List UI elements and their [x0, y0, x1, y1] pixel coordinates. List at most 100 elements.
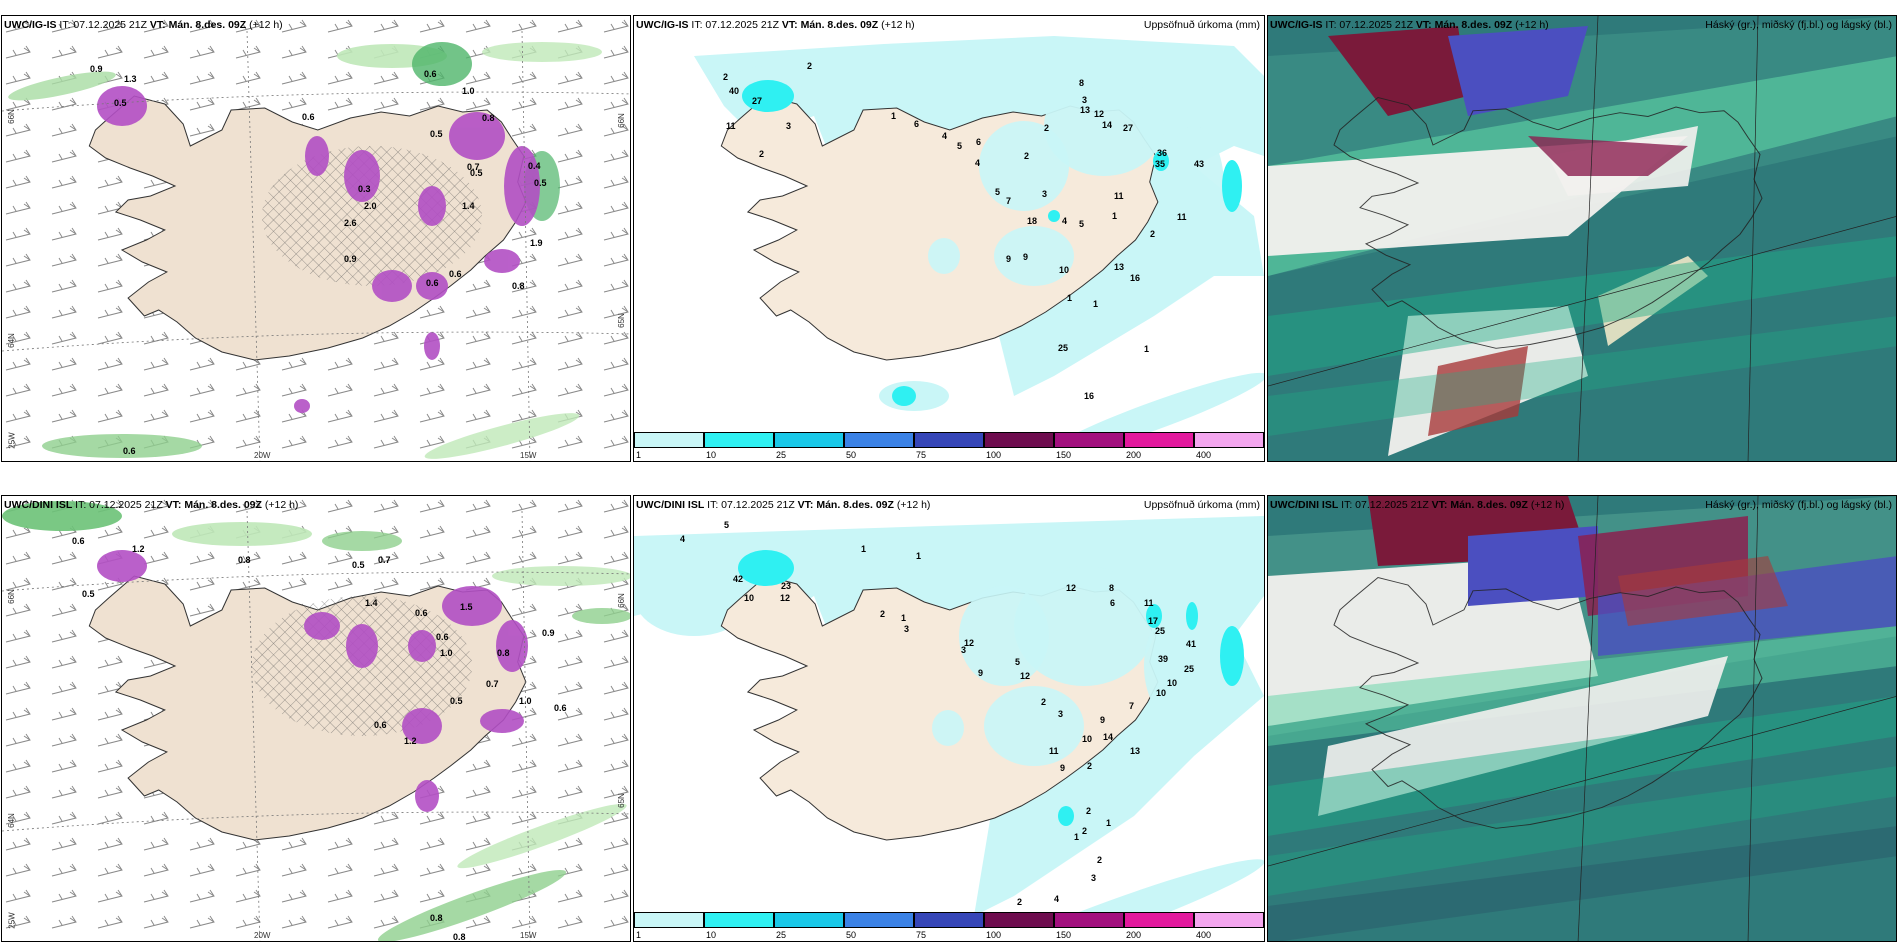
map-value-label: 3 — [961, 645, 967, 655]
colorbar-swatch — [1054, 912, 1124, 928]
colorbar-tick-label: 10 — [706, 930, 717, 940]
map-value-label: 4 — [1054, 894, 1060, 904]
map-value-label: 7 — [1129, 701, 1135, 711]
map-value-label: 8 — [1109, 583, 1115, 593]
map-value-label: 2.0 — [364, 201, 377, 211]
panel-title: UWC/IG-IS IT: 07.12.2025 21Z VT: Mán. 8.… — [636, 19, 915, 31]
colorbar-swatch — [1124, 432, 1194, 448]
colorbar-swatch — [1124, 912, 1194, 928]
map-value-label: 5 — [957, 141, 963, 151]
map-value-label: 1 — [891, 111, 897, 121]
map-value-label: 4 — [975, 158, 981, 168]
map-value-label: 23 — [781, 581, 792, 591]
map-value-label: 5 — [995, 187, 1001, 197]
map-value-label: 0.3 — [358, 184, 371, 194]
precip-colorbar: 1 10 25 50 75 100 150 200 400 — [634, 912, 1264, 940]
lon-label: 20W — [254, 931, 271, 940]
map-value-label: 3 — [904, 624, 910, 634]
map-value-label: 3 — [1082, 95, 1088, 105]
panel-wind-map-row2: UWC/DINI ISL IT: 07.12.2025 21Z VT: Mán.… — [1, 495, 631, 942]
map-value-label: 0.5 — [82, 589, 95, 599]
map-value-label: 1 — [1093, 299, 1099, 309]
colorbar-swatch — [704, 432, 774, 448]
precip-title: Uppsöfnuð úrkoma (mm) — [1143, 499, 1260, 511]
map-value-label: 25 — [1155, 626, 1166, 636]
map-value-label: 0.6 — [449, 269, 462, 279]
lat-label: 25W — [7, 912, 17, 929]
map-value-label: 0.5 — [450, 696, 463, 706]
colorbar-swatch — [634, 432, 704, 448]
map-value-label: 2 — [1017, 897, 1023, 907]
map-value-label: 0.7 — [486, 679, 499, 689]
colorbar-tick-label: 1 — [636, 450, 642, 460]
map-value-label: 1 — [1112, 211, 1118, 221]
map-value-label: 39 — [1158, 654, 1169, 664]
colorbar-swatch — [1194, 432, 1264, 448]
map-value-label: 0.8 — [482, 113, 495, 123]
panel-title: UWC/DINI ISL IT: 07.12.2025 21Z VT: Mán.… — [636, 499, 931, 511]
map-value-label: 0.8 — [430, 913, 443, 923]
map-value-label: 42 — [733, 574, 744, 584]
colorbar-swatch — [844, 912, 914, 928]
map-value-label: 10 — [1156, 688, 1167, 698]
colorbar-tick-label: 50 — [846, 930, 857, 940]
map-value-label: 2 — [1150, 229, 1156, 239]
colorbar-swatch — [844, 432, 914, 448]
lat-label: 66N — [6, 109, 16, 124]
map-value-label: 0.6 — [554, 703, 567, 713]
map-value-label: 7 — [1006, 196, 1012, 206]
map-value-label: 0.5 — [352, 560, 365, 570]
lat-label: 66N — [616, 113, 626, 128]
map-value-label: 11 — [726, 121, 736, 131]
map-value-label: 0.7 — [467, 162, 480, 172]
colorbar-swatch — [774, 912, 844, 928]
colorbar-tick-label: 75 — [916, 930, 927, 940]
wind-map-row1 — [2, 16, 630, 461]
map-value-label: 27 — [1123, 123, 1134, 133]
map-value-label: 3 — [1058, 709, 1064, 719]
map-value-label: 13 — [1080, 105, 1091, 115]
lat-label: 25W — [7, 432, 17, 449]
map-value-label: 12 — [780, 593, 791, 603]
map-value-label: 5 — [724, 520, 730, 530]
colorbar-swatch — [704, 912, 774, 928]
colorbar-tick-label: 50 — [846, 450, 857, 460]
lon-label: 20W — [254, 451, 271, 460]
map-value-label: 0.8 — [453, 932, 466, 942]
precip-map-row2 — [634, 516, 1264, 926]
map-value-label: 0.6 — [436, 632, 449, 642]
map-value-label: 17 — [1148, 616, 1159, 626]
map-value-label: 1 — [1067, 293, 1073, 303]
map-value-label: 2 — [759, 149, 765, 159]
map-value-label: 2 — [1041, 697, 1047, 707]
colorbar-swatch — [1054, 432, 1124, 448]
map-value-label: 43 — [1194, 159, 1205, 169]
map-value-label: 4 — [942, 131, 948, 141]
map-value-label: 14 — [1102, 120, 1113, 130]
colorbar-tick-label: 1 — [636, 930, 642, 940]
map-value-label: 0.8 — [512, 281, 525, 291]
map-value-label: 1 — [1144, 344, 1150, 354]
map-value-label: 9 — [1023, 252, 1029, 262]
map-value-label: 11 — [1177, 212, 1187, 222]
map-value-label: 12 — [1020, 671, 1031, 681]
colorbar-swatch — [984, 912, 1054, 928]
cloud-title: Háský (gr.), miðský (fj.bl.) og lágský (… — [1705, 19, 1892, 31]
map-value-label: 13 — [1130, 746, 1141, 756]
map-value-label: 2 — [1044, 123, 1050, 133]
map-value-label: 10 — [1059, 265, 1070, 275]
map-value-label: 11 — [1049, 746, 1059, 756]
map-value-label: 9 — [1100, 715, 1106, 725]
map-value-label: 0.8 — [497, 648, 510, 658]
map-value-label: 6 — [914, 119, 920, 129]
cloud-map-row1 — [1268, 16, 1896, 461]
lat-label: 64N — [6, 813, 16, 828]
map-value-label: 16 — [1130, 273, 1141, 283]
map-value-label: 3 — [786, 121, 792, 131]
map-value-label: 12 — [1066, 583, 1077, 593]
map-value-label: 2 — [807, 61, 813, 71]
precip-colorbar: 1 10 25 50 75 100 150 200 400 — [634, 432, 1264, 460]
colorbar-swatch — [984, 432, 1054, 448]
map-value-label: 1.0 — [462, 86, 475, 96]
map-value-label: 0.6 — [302, 112, 315, 122]
